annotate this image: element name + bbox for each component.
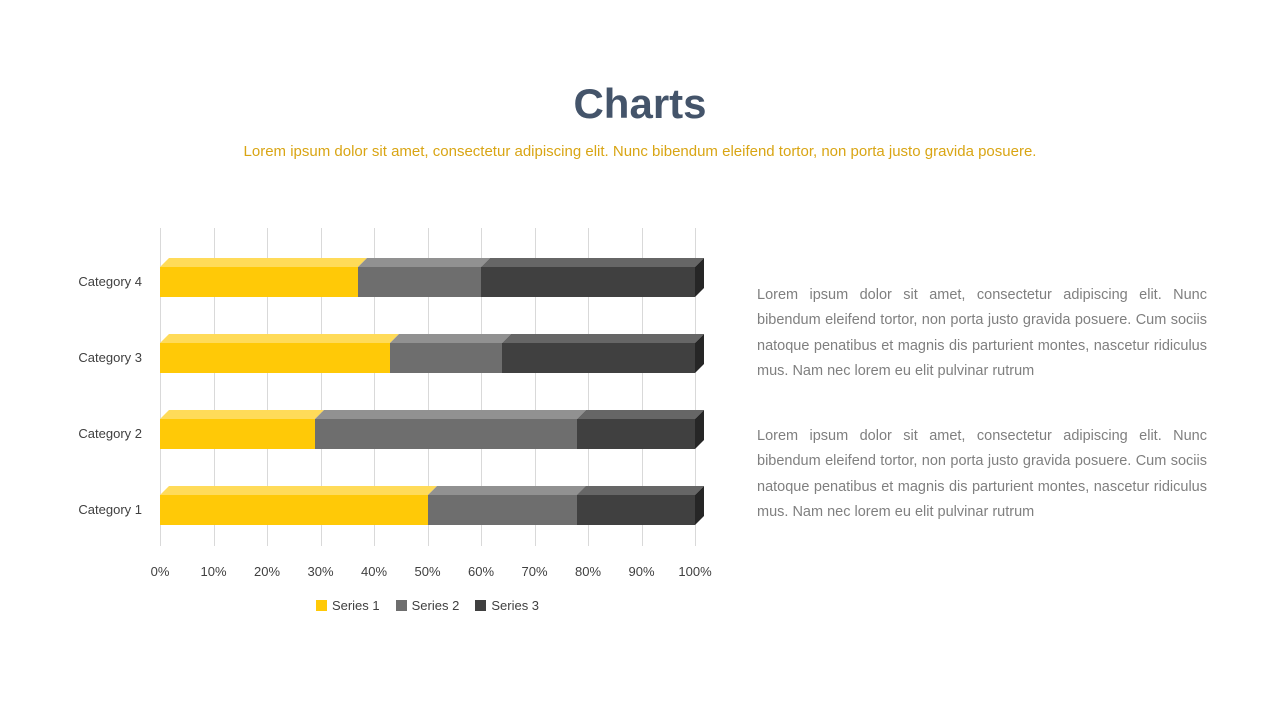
- legend-swatch: [475, 600, 487, 611]
- bar-segment-side-face: [694, 410, 704, 449]
- bar-segment-top-face: [577, 410, 704, 419]
- legend-label: Series 1: [331, 598, 380, 613]
- bar-segment: [160, 486, 437, 525]
- category-label: Category 3: [78, 350, 142, 365]
- category-label: Category 2: [78, 426, 142, 441]
- legend-label: Series 2: [411, 598, 460, 613]
- bar-segment: [577, 486, 704, 525]
- gridline: [641, 228, 643, 546]
- legend-swatch: [315, 600, 327, 611]
- bar-segment: [357, 258, 490, 297]
- gridline: [267, 228, 268, 546]
- bar-segment-side-face: [695, 258, 704, 297]
- bar-row: Category 2: [78, 410, 704, 449]
- x-axis-tick-label: 60%: [467, 564, 495, 579]
- gridline: [213, 228, 215, 546]
- bar-segment-top-face: [481, 258, 704, 267]
- gridline: [534, 228, 536, 546]
- x-axis-tick-label: 10%: [200, 564, 227, 579]
- gridline: [588, 228, 589, 546]
- legend-label: Series 3: [491, 598, 540, 613]
- legend-item: Series 3: [475, 598, 539, 613]
- x-axis-tick-label: 20%: [253, 564, 281, 579]
- x-axis-tick-label: 70%: [521, 564, 548, 579]
- bar-segment: [481, 258, 704, 297]
- bar-segment: [427, 486, 587, 525]
- x-axis-tick-label: 90%: [628, 564, 655, 579]
- bar-segment-top-face: [390, 334, 512, 343]
- bar-segment: [315, 410, 587, 449]
- bar-segment: [390, 334, 512, 373]
- bar-segment: [577, 410, 704, 449]
- body-paragraph-1: Lorem ipsum dolor sit amet, consectetur …: [757, 287, 1207, 379]
- bar-segment-top-face: [160, 486, 437, 495]
- bar-segment: [160, 410, 325, 449]
- bar-segment-top-face: [160, 410, 325, 419]
- x-axis-tick-label: 50%: [414, 564, 441, 579]
- page-title: Charts: [573, 80, 707, 127]
- category-label: Category 4: [78, 274, 142, 289]
- legend-swatch: [395, 600, 407, 611]
- gridline: [481, 228, 482, 546]
- legend-item: Series 2: [395, 598, 460, 613]
- bar-row: Category 3: [78, 334, 704, 373]
- legend-item: Series 1: [315, 598, 380, 613]
- x-axis: 0% 10% 20% 30% 40% 50% 60% 70% 80% 90% 100%: [151, 564, 712, 580]
- gridline: [160, 228, 161, 546]
- bar-segment-side-face: [694, 486, 704, 525]
- bar-segment-top-face: [502, 334, 704, 343]
- bar-chart-plot-area: Category 4 Category 3 Category 2 Category 1…: [78, 228, 712, 613]
- x-axis-tick-label: 80%: [574, 564, 602, 579]
- gridline: [695, 228, 696, 546]
- bar-row: Category 4: [78, 258, 704, 297]
- category-label: Category 1: [78, 502, 142, 517]
- body-text-column: Lorem ipsum dolor sit amet, consectetur …: [757, 283, 1207, 525]
- bar-segment-side-face: [694, 334, 704, 373]
- bar-segment: [502, 334, 704, 373]
- bar-segment-top-face: [427, 486, 587, 495]
- bar-segment: [160, 258, 367, 297]
- gridline: [374, 228, 375, 546]
- bar-row: Category 1: [78, 486, 704, 525]
- bar-segment: [160, 334, 400, 373]
- chart-legend: Series 1 Series 2 Series 3: [160, 598, 695, 613]
- bar-segment-top-face: [357, 258, 490, 267]
- body-paragraph-2: Lorem ipsum dolor sit amet, consectetur …: [757, 428, 1207, 521]
- x-axis-tick-label: 40%: [360, 564, 388, 579]
- bar-segment-top-face: [315, 410, 587, 419]
- x-axis-tick-label: 0%: [150, 564, 170, 579]
- bar-segment-top-face: [160, 334, 400, 343]
- x-axis-tick-label: 30%: [307, 564, 334, 579]
- gridline: [427, 228, 429, 546]
- bar-segment-top-face: [577, 486, 704, 495]
- bar-segment-top-face: [160, 258, 367, 267]
- x-axis-tick-label: 100%: [678, 564, 712, 579]
- gridline: [320, 228, 322, 546]
- page-subtitle: Lorem ipsum dolor sit amet, consectetur …: [243, 143, 1037, 160]
